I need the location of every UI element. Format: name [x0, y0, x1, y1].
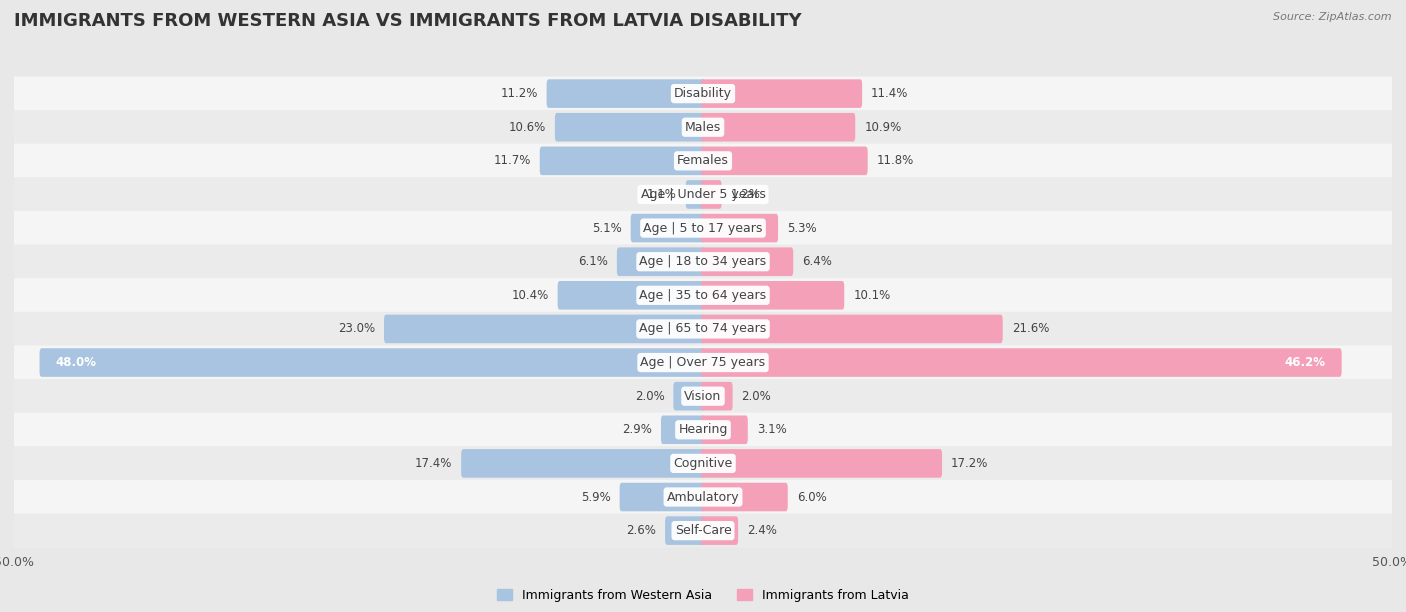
FancyBboxPatch shape	[14, 278, 1392, 313]
FancyBboxPatch shape	[661, 416, 704, 444]
Text: Age | 18 to 34 years: Age | 18 to 34 years	[640, 255, 766, 268]
Text: 17.2%: 17.2%	[950, 457, 988, 470]
FancyBboxPatch shape	[14, 513, 1392, 548]
FancyBboxPatch shape	[547, 80, 704, 108]
FancyBboxPatch shape	[702, 146, 868, 175]
Text: 11.4%: 11.4%	[872, 87, 908, 100]
Text: 10.9%: 10.9%	[865, 121, 901, 134]
FancyBboxPatch shape	[686, 180, 704, 209]
Text: 10.4%: 10.4%	[512, 289, 548, 302]
Text: 11.8%: 11.8%	[876, 154, 914, 167]
Text: 3.1%: 3.1%	[756, 424, 786, 436]
Text: 5.3%: 5.3%	[787, 222, 817, 234]
Text: Females: Females	[678, 154, 728, 167]
FancyBboxPatch shape	[702, 483, 787, 511]
Text: 2.0%: 2.0%	[741, 390, 772, 403]
FancyBboxPatch shape	[14, 245, 1392, 279]
FancyBboxPatch shape	[555, 113, 704, 141]
FancyBboxPatch shape	[673, 382, 704, 411]
FancyBboxPatch shape	[14, 345, 1392, 379]
Text: Disability: Disability	[673, 87, 733, 100]
Text: 5.9%: 5.9%	[581, 490, 610, 504]
FancyBboxPatch shape	[14, 177, 1392, 212]
Text: Ambulatory: Ambulatory	[666, 490, 740, 504]
Text: 5.1%: 5.1%	[592, 222, 621, 234]
FancyBboxPatch shape	[702, 180, 721, 209]
Text: Age | 65 to 74 years: Age | 65 to 74 years	[640, 323, 766, 335]
FancyBboxPatch shape	[702, 382, 733, 411]
FancyBboxPatch shape	[540, 146, 704, 175]
FancyBboxPatch shape	[14, 480, 1392, 514]
Text: 1.2%: 1.2%	[731, 188, 761, 201]
FancyBboxPatch shape	[14, 110, 1392, 144]
Text: Vision: Vision	[685, 390, 721, 403]
FancyBboxPatch shape	[702, 449, 942, 478]
Text: 21.6%: 21.6%	[1012, 323, 1049, 335]
Text: Males: Males	[685, 121, 721, 134]
Text: 17.4%: 17.4%	[415, 457, 453, 470]
Text: Age | 5 to 17 years: Age | 5 to 17 years	[644, 222, 762, 234]
Text: 2.9%: 2.9%	[621, 424, 652, 436]
Legend: Immigrants from Western Asia, Immigrants from Latvia: Immigrants from Western Asia, Immigrants…	[496, 589, 910, 602]
Text: Self-Care: Self-Care	[675, 524, 731, 537]
Text: Age | 35 to 64 years: Age | 35 to 64 years	[640, 289, 766, 302]
Text: 2.4%: 2.4%	[747, 524, 778, 537]
FancyBboxPatch shape	[14, 446, 1392, 480]
Text: 2.6%: 2.6%	[626, 524, 657, 537]
Text: IMMIGRANTS FROM WESTERN ASIA VS IMMIGRANTS FROM LATVIA DISABILITY: IMMIGRANTS FROM WESTERN ASIA VS IMMIGRAN…	[14, 12, 801, 30]
FancyBboxPatch shape	[14, 312, 1392, 346]
Text: 48.0%: 48.0%	[55, 356, 97, 369]
FancyBboxPatch shape	[558, 281, 704, 310]
FancyBboxPatch shape	[702, 315, 1002, 343]
FancyBboxPatch shape	[702, 517, 738, 545]
Text: 6.4%: 6.4%	[803, 255, 832, 268]
Text: 2.0%: 2.0%	[634, 390, 665, 403]
FancyBboxPatch shape	[14, 412, 1392, 447]
Text: Source: ZipAtlas.com: Source: ZipAtlas.com	[1274, 12, 1392, 22]
Text: 11.7%: 11.7%	[494, 154, 531, 167]
FancyBboxPatch shape	[665, 517, 704, 545]
Text: 1.1%: 1.1%	[647, 188, 676, 201]
FancyBboxPatch shape	[702, 348, 1341, 377]
FancyBboxPatch shape	[631, 214, 704, 242]
FancyBboxPatch shape	[39, 348, 704, 377]
Text: 11.2%: 11.2%	[501, 87, 537, 100]
Text: 10.1%: 10.1%	[853, 289, 890, 302]
Text: 6.1%: 6.1%	[578, 255, 607, 268]
FancyBboxPatch shape	[620, 483, 704, 511]
FancyBboxPatch shape	[702, 281, 844, 310]
Text: Age | Under 5 years: Age | Under 5 years	[641, 188, 765, 201]
Text: Cognitive: Cognitive	[673, 457, 733, 470]
FancyBboxPatch shape	[14, 76, 1392, 111]
Text: 10.6%: 10.6%	[509, 121, 546, 134]
FancyBboxPatch shape	[617, 247, 704, 276]
FancyBboxPatch shape	[14, 211, 1392, 245]
Text: 23.0%: 23.0%	[337, 323, 375, 335]
Text: 46.2%: 46.2%	[1285, 356, 1326, 369]
FancyBboxPatch shape	[702, 416, 748, 444]
FancyBboxPatch shape	[702, 214, 778, 242]
FancyBboxPatch shape	[14, 144, 1392, 178]
Text: Age | Over 75 years: Age | Over 75 years	[641, 356, 765, 369]
FancyBboxPatch shape	[14, 379, 1392, 413]
Text: Hearing: Hearing	[678, 424, 728, 436]
FancyBboxPatch shape	[461, 449, 704, 478]
FancyBboxPatch shape	[384, 315, 704, 343]
FancyBboxPatch shape	[702, 80, 862, 108]
FancyBboxPatch shape	[702, 113, 855, 141]
FancyBboxPatch shape	[702, 247, 793, 276]
Text: 6.0%: 6.0%	[797, 490, 827, 504]
